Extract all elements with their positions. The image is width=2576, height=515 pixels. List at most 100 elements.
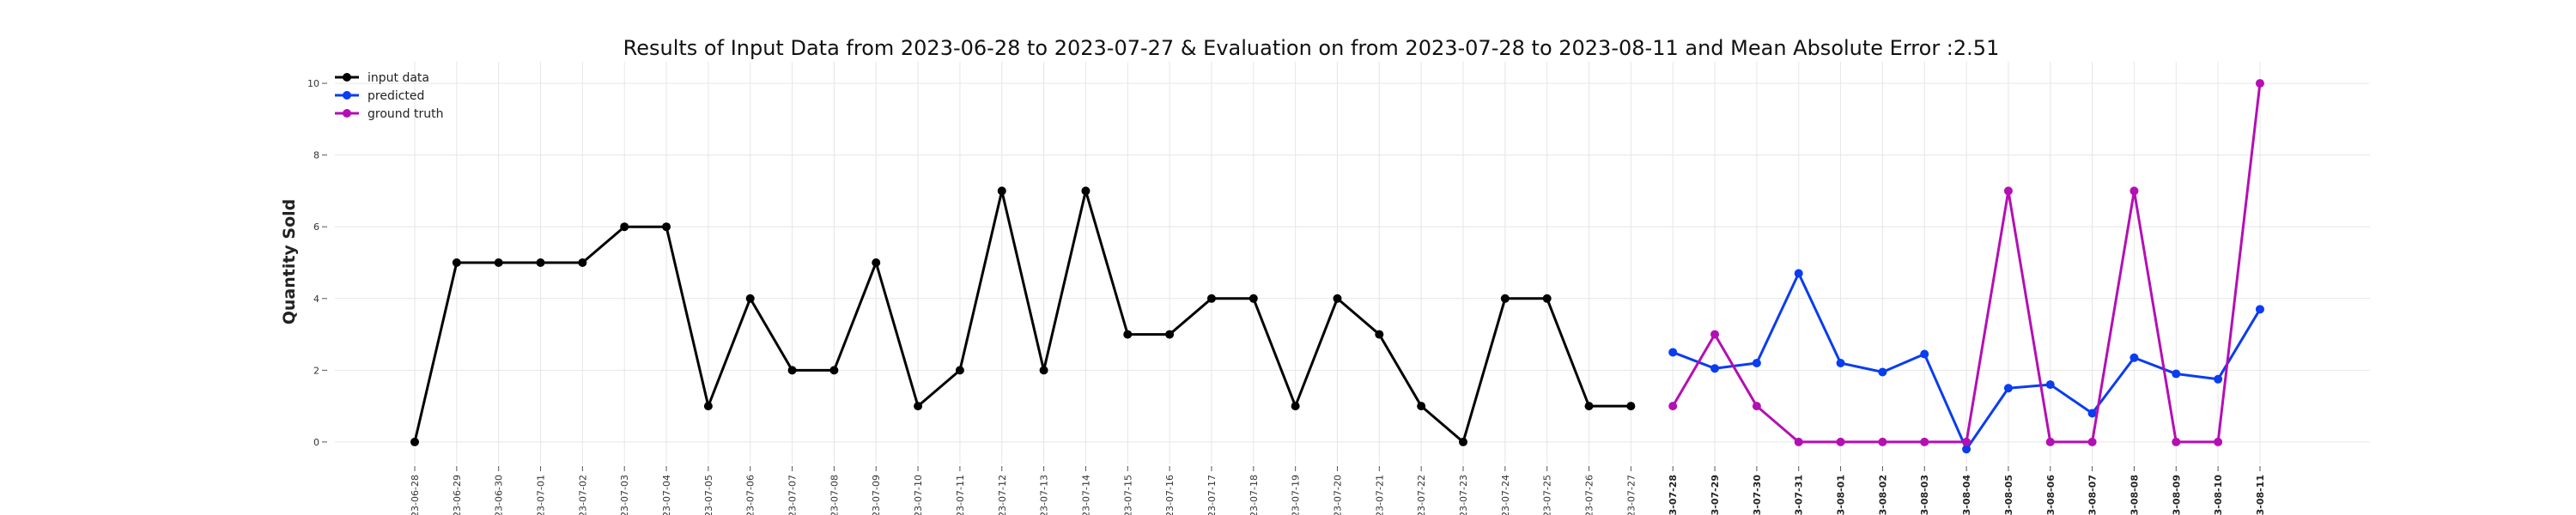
x-tick-label: -23-07-09 xyxy=(871,475,882,515)
data-point xyxy=(1417,402,1426,411)
x-tick-label: -23-07-15 xyxy=(1122,475,1133,515)
data-point xyxy=(2129,186,2139,196)
data-point xyxy=(2087,437,2097,446)
x-tick-label: -23-07-14 xyxy=(1080,475,1091,515)
data-point xyxy=(1962,437,1971,446)
x-tick-label: -23-08-09 xyxy=(2171,475,2182,515)
x-tick-label: -23-07-17 xyxy=(1206,475,1218,515)
x-tick-label: -23-07-04 xyxy=(661,475,672,515)
x-tick-label: -23-07-07 xyxy=(787,475,799,515)
data-point xyxy=(1333,294,1342,303)
data-point xyxy=(536,258,545,267)
x-tick-label: -23-07-19 xyxy=(1291,475,1302,515)
x-tick-label: -23-08-08 xyxy=(2129,475,2140,515)
legend-marker xyxy=(343,73,351,82)
x-axis-ticks: -23-06-28 -23-06-29 -23-06-30 -23-07-01 -23-… xyxy=(410,466,2266,515)
data-point xyxy=(1668,348,1678,357)
data-point xyxy=(829,366,839,375)
data-point xyxy=(1752,402,1761,411)
data-point xyxy=(1710,330,1720,339)
data-point xyxy=(2172,437,2181,446)
data-point xyxy=(2003,186,2013,196)
x-tick-label: -23-07-10 xyxy=(913,475,924,515)
x-tick-label: -23-08-06 xyxy=(2045,475,2057,515)
x-tick-label: -23-07-16 xyxy=(1164,475,1176,515)
data-point xyxy=(494,258,503,267)
data-point xyxy=(1794,437,1803,446)
x-tick-label: -23-07-31 xyxy=(1794,475,1805,515)
data-point xyxy=(1794,269,1803,278)
x-tick-label: -23-08-02 xyxy=(1877,475,1888,515)
data-point xyxy=(1710,364,1720,373)
x-tick-label: -23-07-30 xyxy=(1752,475,1763,515)
x-tick-label: -23-07-18 xyxy=(1249,475,1260,515)
series-ground-truth xyxy=(1668,79,2264,446)
legend-label: ground truth xyxy=(368,107,443,121)
data-point xyxy=(1962,445,1971,454)
x-tick-label: -23-07-05 xyxy=(703,475,714,515)
chart-title: Results of Input Data from 2023-06-28 to… xyxy=(623,36,2000,60)
data-point xyxy=(1249,294,1258,303)
data-point xyxy=(2214,374,2223,384)
data-point xyxy=(1920,437,1929,446)
data-point xyxy=(1878,437,1887,446)
data-point xyxy=(2255,305,2264,314)
legend-marker xyxy=(343,91,351,100)
data-point xyxy=(1500,294,1510,303)
legend-label: input data xyxy=(368,71,429,85)
data-point xyxy=(2255,79,2264,88)
x-tick-label: -23-07-20 xyxy=(1332,475,1343,515)
x-tick-label: -23-07-02 xyxy=(577,475,588,515)
data-point xyxy=(1039,366,1048,375)
data-point xyxy=(1878,367,1887,377)
x-tick-label: -23-08-03 xyxy=(1919,475,1930,515)
y-tick-label: 6 xyxy=(313,221,319,233)
legend-marker xyxy=(343,109,351,118)
data-point xyxy=(872,258,881,267)
data-point xyxy=(787,366,797,375)
x-tick-label: -23-07-21 xyxy=(1374,475,1385,515)
data-point xyxy=(1584,402,1594,411)
legend: input data predicted ground truth xyxy=(335,71,443,121)
x-tick-label: -23-06-30 xyxy=(494,475,505,515)
y-axis-label: Quantity Sold xyxy=(280,199,299,325)
legend-item: ground truth xyxy=(335,107,443,121)
data-point xyxy=(410,437,419,446)
data-point xyxy=(914,402,923,411)
data-point xyxy=(1752,359,1761,367)
data-point xyxy=(997,186,1006,196)
series-lines xyxy=(410,79,2264,454)
data-point xyxy=(1920,349,1929,359)
x-tick-label: -23-07-25 xyxy=(1542,475,1553,515)
data-point xyxy=(1542,294,1552,303)
data-point xyxy=(662,222,671,232)
data-point xyxy=(2214,437,2223,446)
data-point xyxy=(2129,353,2139,362)
data-point xyxy=(578,258,587,267)
x-tick-label: -23-07-26 xyxy=(1584,475,1595,515)
grid xyxy=(335,62,2370,464)
x-tick-label: -23-07-22 xyxy=(1416,475,1427,515)
legend-label: predicted xyxy=(368,89,424,103)
data-point xyxy=(1291,402,1300,411)
x-tick-label: -23-06-29 xyxy=(452,475,463,515)
data-point xyxy=(2045,437,2055,446)
y-tick-label: 10 xyxy=(307,78,319,89)
x-tick-label: -23-07-24 xyxy=(1500,475,1511,515)
x-tick-label: -23-08-01 xyxy=(1836,475,1847,515)
data-point xyxy=(2003,384,2013,393)
x-tick-label: -23-07-23 xyxy=(1458,475,1469,515)
data-point xyxy=(1836,359,1845,367)
x-tick-label: -23-08-04 xyxy=(1961,475,1972,515)
x-tick-label: -23-07-27 xyxy=(1625,475,1637,515)
legend-item: input data xyxy=(335,71,429,85)
data-point xyxy=(452,258,461,267)
data-point xyxy=(1165,330,1175,339)
x-tick-label: -23-07-06 xyxy=(745,475,756,515)
data-point xyxy=(1459,437,1467,446)
x-tick-label: -23-08-10 xyxy=(2213,475,2224,515)
x-tick-label: -23-08-07 xyxy=(2087,475,2099,515)
data-point xyxy=(2172,369,2181,379)
legend-item: predicted xyxy=(335,89,424,103)
